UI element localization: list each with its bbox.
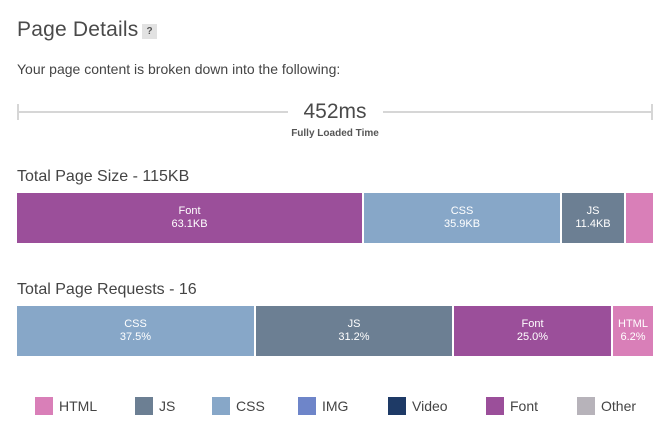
page-size-segment-css[interactable]: CSS 35.9KB xyxy=(364,193,562,243)
page-subtitle: Your page content is broken down into th… xyxy=(17,61,341,77)
segment-label: Font xyxy=(521,318,544,330)
page-requests-title: Total Page Requests - 16 xyxy=(17,281,197,298)
legend-label: Font xyxy=(510,398,539,414)
legend-swatch xyxy=(388,397,406,415)
legend-swatch xyxy=(35,397,53,415)
page-requests-segment-html[interactable]: HTML 6.2% xyxy=(613,306,653,356)
segment-value: 6.2% xyxy=(620,331,646,343)
legend-swatch xyxy=(212,397,230,415)
legend-item-img[interactable]: IMG xyxy=(298,395,348,417)
page-size-title: Total Page Size - 115KB xyxy=(17,168,190,185)
legend-label: HTML xyxy=(59,398,98,414)
page-size-bar: Font 63.1KB CSS 35.9KB JS 11.4KB xyxy=(17,193,653,243)
segment-label: CSS xyxy=(450,205,474,217)
segment-value: 25.0% xyxy=(516,331,549,343)
fully-loaded-time-label: Fully Loaded Time xyxy=(291,128,379,139)
page-size-segment-font[interactable]: Font 63.1KB xyxy=(17,193,364,243)
segment-value: 37.5% xyxy=(119,331,152,343)
content-type-legend: HTML JS CSS IMG Video Font Other xyxy=(0,395,670,417)
legend-item-other[interactable]: Other xyxy=(577,395,636,417)
segment-value: 63.1KB xyxy=(171,218,208,230)
segment-label: JS xyxy=(586,205,600,217)
legend-item-html[interactable]: HTML xyxy=(35,395,97,417)
legend-swatch xyxy=(486,397,504,415)
segment-label: JS xyxy=(347,318,361,330)
legend-label: Video xyxy=(412,398,448,414)
page-requests-bar: CSS 37.5% JS 31.2% Font 25.0% HTML 6.2% xyxy=(17,306,653,356)
segment-value: 31.2% xyxy=(338,331,370,343)
legend-label: CSS xyxy=(236,398,265,414)
segment-label: CSS xyxy=(124,318,147,330)
legend-item-video[interactable]: Video xyxy=(388,395,448,417)
segment-label: HTML xyxy=(618,318,648,330)
segment-value: 35.9KB xyxy=(443,218,481,230)
help-icon[interactable]: ? xyxy=(142,24,157,39)
timeline-line-left xyxy=(17,111,288,113)
legend-swatch xyxy=(298,397,316,415)
page-title: Page Details xyxy=(17,18,139,41)
timeline-end-cap xyxy=(651,104,653,120)
segment-label: Font xyxy=(178,205,201,217)
legend-label: IMG xyxy=(322,398,349,414)
timeline-line-right xyxy=(383,111,653,113)
segment-value: 11.4KB xyxy=(575,218,611,230)
page-requests-segment-css[interactable]: CSS 37.5% xyxy=(17,306,256,356)
legend-item-css[interactable]: CSS xyxy=(212,395,265,417)
legend-label: JS xyxy=(159,398,176,414)
legend-label: Other xyxy=(601,398,637,414)
page-size-segment-js[interactable]: JS 11.4KB xyxy=(562,193,626,243)
legend-item-font[interactable]: Font xyxy=(486,395,538,417)
page-requests-segment-js[interactable]: JS 31.2% xyxy=(256,306,454,356)
page-size-segment-html[interactable] xyxy=(626,193,653,243)
page-requests-segment-font[interactable]: Font 25.0% xyxy=(454,306,613,356)
fully-loaded-timeline: 452ms xyxy=(17,100,653,123)
legend-item-js[interactable]: JS xyxy=(135,395,175,417)
legend-swatch xyxy=(577,397,595,415)
fully-loaded-time-value: 452ms xyxy=(303,100,367,123)
legend-swatch xyxy=(135,397,153,415)
